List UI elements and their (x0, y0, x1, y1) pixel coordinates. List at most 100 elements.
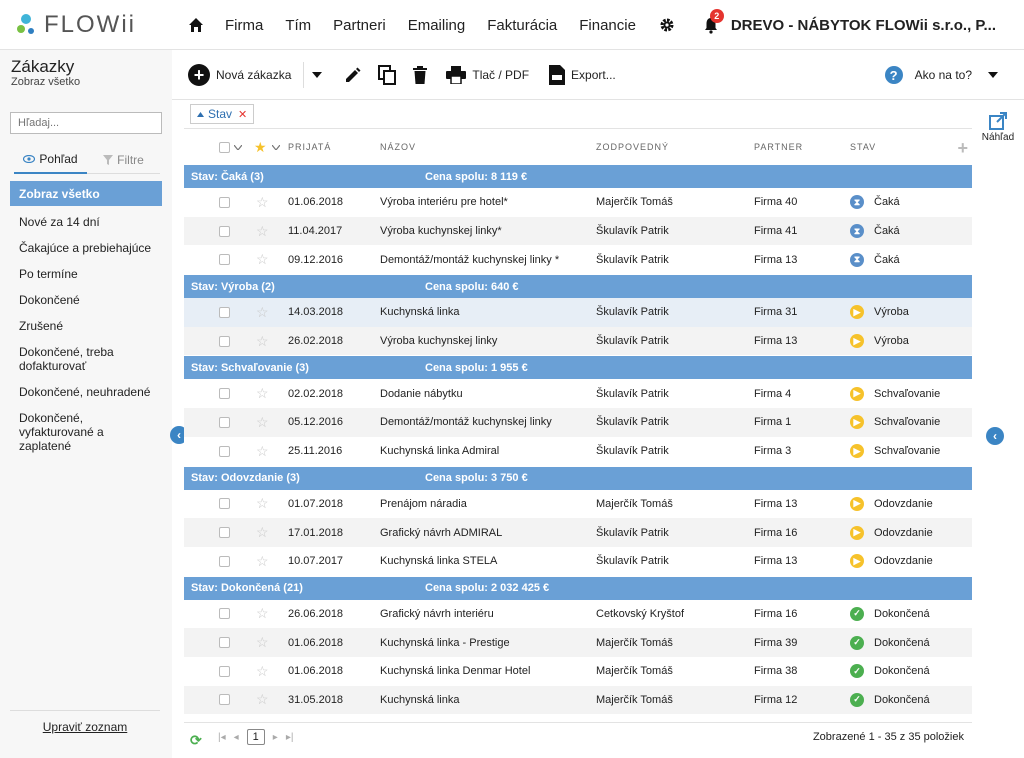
row-checkbox[interactable] (219, 245, 230, 274)
row-checkbox[interactable] (219, 379, 230, 408)
table-row[interactable]: ☆ 26.06.2018 Grafický návrh interiéru Cetko… (184, 599, 972, 629)
favorite-star-icon[interactable]: ☆ (256, 222, 269, 239)
favorite-star-icon[interactable]: ☆ (256, 413, 269, 430)
column-header-owner[interactable]: ZODPOVEDNÝ (596, 142, 670, 152)
favorite-star-icon[interactable]: ☆ (256, 332, 269, 349)
row-checkbox[interactable] (219, 188, 230, 217)
group-header-row[interactable]: Stav: Schvaľovanie (3) Cena spolu: 1 955 … (184, 356, 972, 380)
favorite-star-icon[interactable]: ☆ (256, 634, 269, 651)
sidebar-item-overdue[interactable]: Po termíne (19, 267, 78, 281)
export-button[interactable]: Export... (549, 64, 616, 85)
add-column-plus-icon[interactable]: + (957, 138, 968, 158)
new-order-button[interactable]: + Nová zákazka (188, 63, 291, 86)
column-header-name[interactable]: NÁZOV (380, 142, 417, 152)
collapse-sidebar-chevron-left-icon[interactable]: ‹ (170, 426, 188, 444)
row-checkbox[interactable] (219, 298, 230, 327)
row-checkbox[interactable] (219, 686, 230, 715)
row-checkbox[interactable] (219, 408, 230, 437)
print-button[interactable]: Tlač / PDF (446, 65, 529, 84)
prev-page-icon[interactable]: ◂ (233, 731, 239, 743)
help-menu[interactable]: ? Ako na to? (884, 50, 998, 100)
table-row[interactable]: ☆ 25.11.2016 Kuchynská linka Admiral Škulav… (184, 436, 972, 466)
sidebar-item-waiting[interactable]: Čakajúce a prebiehajúce (19, 241, 152, 255)
edit-list-link[interactable]: Upraviť zoznam (10, 710, 160, 734)
table-row[interactable]: ☆ 01.06.2018 Kuchynská linka - Prestige Maj… (184, 628, 972, 657)
table-row[interactable]: ☆ 17.01.2018 Grafický návrh ADMIRAL Škulaví… (184, 518, 972, 547)
table-row[interactable]: ☆ 11.04.2017 Výroba kuchynskej linky* Škula… (184, 216, 972, 246)
favorite-star-icon[interactable]: ☆ (256, 605, 269, 622)
new-order-dropdown[interactable] (303, 61, 323, 88)
table-row[interactable]: ☆ 10.07.2017 Kuchynská linka STELA Škulavík… (184, 546, 972, 576)
first-page-icon[interactable]: |◂ (218, 731, 226, 743)
sidebar-item-unpaid[interactable]: Dokončené, neuhradené (19, 385, 151, 399)
table-row[interactable]: ☆ 05.12.2016 Demontáž/montáž kuchynskej li… (184, 408, 972, 437)
nav-item-firma[interactable]: Firma (225, 16, 264, 34)
nav-item-tim[interactable]: Tím (285, 16, 312, 34)
edit-button[interactable] (344, 66, 362, 84)
group-header-row[interactable]: Stav: Výroba (2) Cena spolu: 640 € (184, 275, 972, 299)
tab-view[interactable]: Pohľad (14, 146, 87, 174)
last-page-icon[interactable]: ▸| (285, 731, 294, 743)
favorite-star-icon[interactable]: ☆ (256, 691, 269, 708)
home-icon[interactable] (185, 14, 207, 36)
row-checkbox[interactable] (219, 490, 230, 519)
row-checkbox[interactable] (219, 628, 230, 657)
nav-item-partneri[interactable]: Partneri (333, 16, 386, 34)
nav-item-fakturacia[interactable]: Fakturácia (487, 16, 558, 34)
row-checkbox[interactable] (219, 518, 230, 547)
column-header-received[interactable]: PRIJATÁ (288, 142, 332, 152)
select-all-checkbox[interactable] (219, 129, 242, 165)
sidebar-item-to-invoice[interactable]: Dokončené, treba dofakturovať (19, 345, 114, 373)
sidebar-item-completed[interactable]: Dokončené (19, 293, 80, 307)
favorite-star-icon[interactable]: ☆ (256, 193, 269, 210)
table-row[interactable]: ☆ 31.05.2018 Kuchynská linka Majerčík Tomáš… (184, 685, 972, 715)
row-checkbox[interactable] (219, 657, 230, 686)
search-input[interactable] (10, 112, 162, 134)
favorite-star-icon[interactable]: ☆ (256, 303, 269, 320)
copy-button[interactable] (378, 64, 397, 85)
column-header-partner[interactable]: PARTNER (754, 142, 804, 152)
table-row[interactable]: ☆ 01.07.2018 Prenájom náradia Majerčík Tomá… (184, 489, 972, 519)
gear-icon[interactable] (658, 16, 676, 34)
row-checkbox[interactable] (219, 547, 230, 576)
delete-button[interactable] (412, 65, 428, 84)
favorite-star-icon[interactable]: ☆ (256, 495, 269, 512)
table-row[interactable]: ☆ 01.06.2018 Kuchynská linka Denmar Hotel M… (184, 656, 972, 686)
group-header-row[interactable]: Stav: Odovzdanie (3) Cena spolu: 3 750 € (184, 466, 972, 490)
nav-item-financie[interactable]: Financie (579, 16, 636, 34)
current-page[interactable]: 1 (246, 729, 265, 745)
group-header-row[interactable]: Stav: Čaká (3) Cena spolu: 8 119 € (184, 165, 972, 188)
active-filter-chip[interactable]: Stav ✕ (190, 104, 255, 124)
tab-filters[interactable]: Filtre (87, 146, 160, 174)
notification-bell-icon[interactable]: 2 (703, 9, 724, 34)
sidebar-item-cancelled[interactable]: Zrušené (19, 319, 64, 333)
sidebar-item-new-14-days[interactable]: Nové za 14 dní (19, 215, 100, 229)
favorite-star-icon[interactable]: ☆ (256, 524, 269, 541)
favorite-star-icon[interactable]: ☆ (256, 442, 269, 459)
row-checkbox[interactable] (219, 327, 230, 356)
favorite-star-icon[interactable]: ☆ (256, 552, 269, 569)
group-header-row[interactable]: Stav: Dokončená (21) Cena spolu: 2 032 42… (184, 576, 972, 600)
flowii-logo[interactable]: FLOWii (12, 10, 152, 40)
collapse-preview-chevron-left-icon[interactable]: ‹ (986, 427, 1004, 445)
row-checkbox[interactable] (219, 600, 230, 629)
favorite-star-icon[interactable]: ☆ (256, 662, 269, 679)
row-checkbox[interactable] (219, 437, 230, 466)
favorite-star-icon[interactable]: ☆ (256, 251, 269, 268)
preview-button[interactable]: Náhľad (980, 112, 1016, 143)
table-row[interactable]: ☆ 01.06.2018 Výroba interiéru pre hotel* Ma… (184, 188, 972, 217)
remove-filter-close-icon[interactable]: ✕ (238, 108, 248, 121)
nav-item-emailing[interactable]: Emailing (407, 16, 466, 34)
next-page-icon[interactable]: ▸ (272, 731, 278, 743)
table-row[interactable]: ☆ 14.03.2018 Kuchynská linka Škulavík Patri… (184, 298, 972, 327)
sidebar-item-show-all[interactable]: Zobraz všetko (10, 181, 162, 206)
sidebar-item-paid[interactable]: Dokončené, vyfakturované a zaplatené (19, 411, 104, 453)
table-row[interactable]: ☆ 09.12.2016 Demontáž/montáž kuchynskej li… (184, 245, 972, 274)
column-header-status[interactable]: STAV (850, 142, 877, 152)
company-name[interactable]: DREVO - NÁBYTOK FLOWii s.r.o., P... (730, 16, 996, 34)
row-checkbox[interactable] (219, 217, 230, 246)
table-row[interactable]: ☆ 26.02.2018 Výroba kuchynskej linky Škulav… (184, 326, 972, 356)
favorite-star-icon[interactable]: ☆ (256, 385, 269, 402)
favorites-filter[interactable]: ★ (254, 129, 280, 165)
table-row[interactable]: ☆ 02.02.2018 Dodanie nábytku Škulavík Patri… (184, 379, 972, 409)
